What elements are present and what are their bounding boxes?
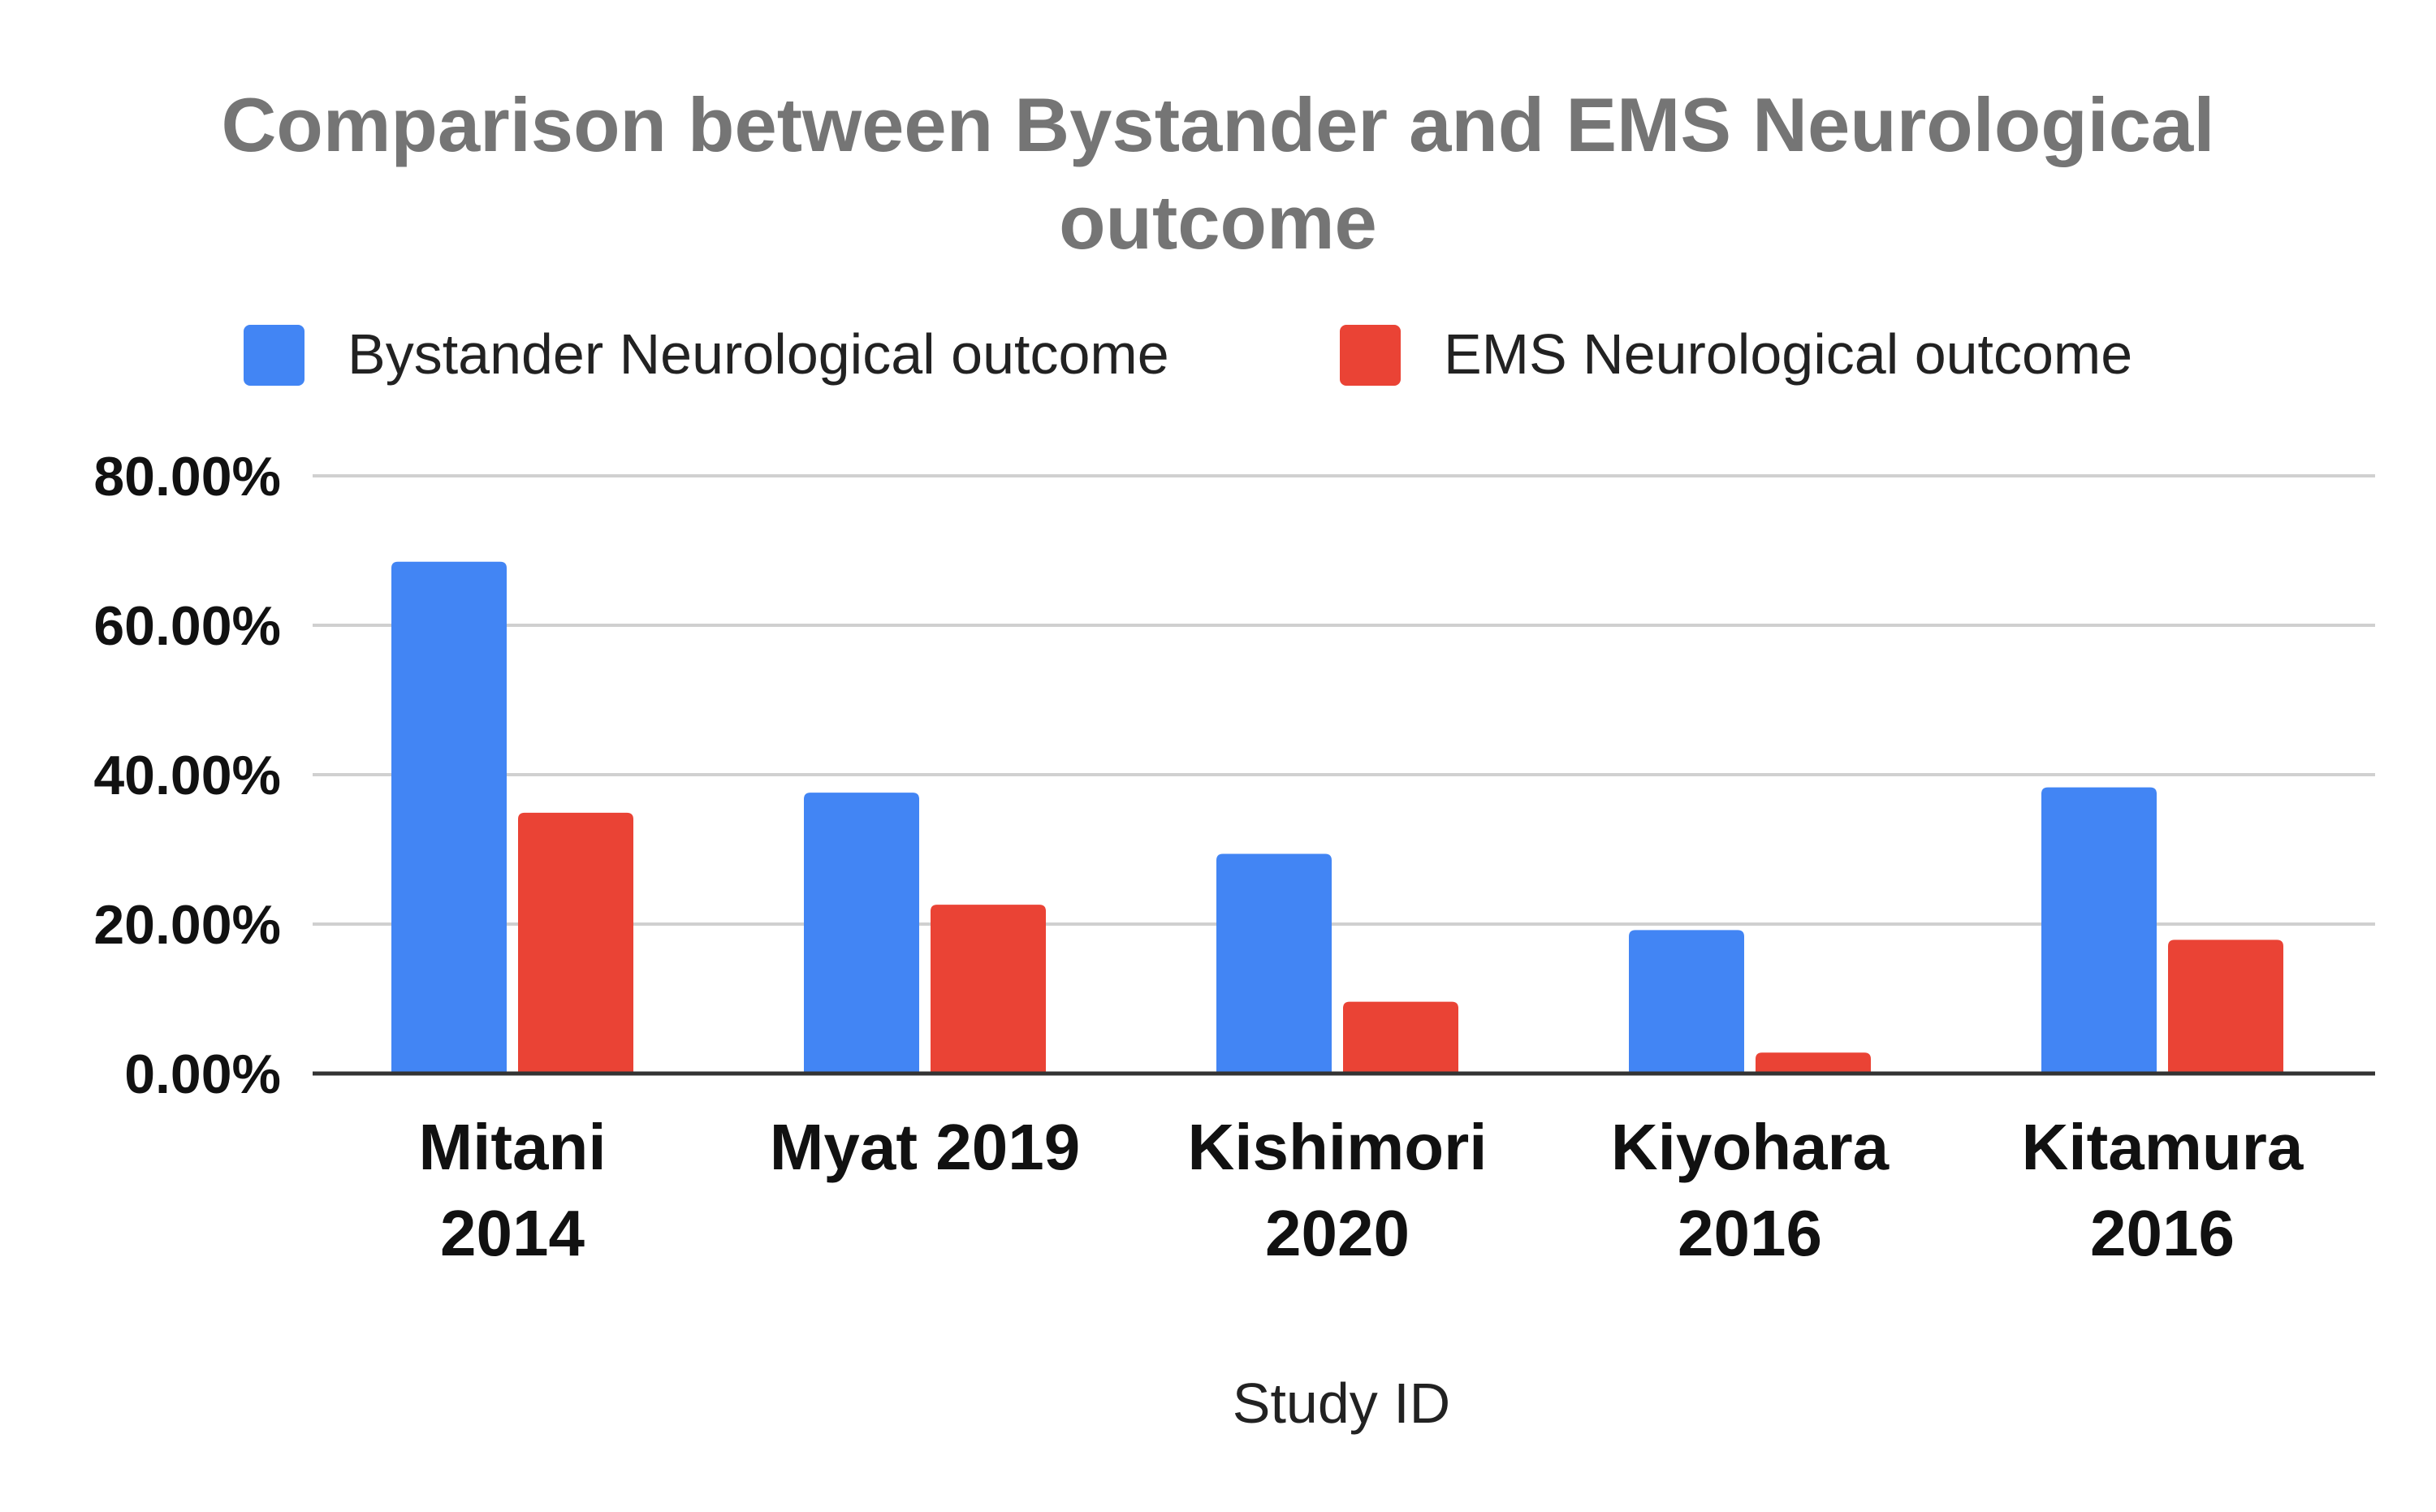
x-tick-label: Kiyohara 2016 xyxy=(1611,1111,1890,1269)
x-tick-label-line: 2016 xyxy=(2090,1197,2235,1269)
bar-ems-0 xyxy=(518,812,633,1074)
x-tick-label-line: 2014 xyxy=(440,1197,585,1269)
bar-bystander-4 xyxy=(2041,787,2157,1074)
y-tick-label: 60.00% xyxy=(93,595,281,657)
y-tick-label: 0.00% xyxy=(124,1043,281,1105)
legend-label-bystander: Bystander Neurological outcome xyxy=(348,322,1169,386)
y-axis-ticks: 0.00% 20.00% 40.00% 60.00% 80.00% xyxy=(93,446,281,1105)
chart-title-line-1: Comparison between Bystander and EMS Neu… xyxy=(222,82,2215,167)
x-tick-label-line: Kiyohara xyxy=(1611,1111,1890,1183)
y-tick-label: 20.00% xyxy=(93,894,281,956)
y-tick-label: 40.00% xyxy=(93,745,281,806)
x-tick-label-line: Kitamura xyxy=(2022,1111,2304,1183)
legend-swatch-ems xyxy=(1340,325,1401,386)
chart-title: Comparison between Bystander and EMS Neu… xyxy=(222,82,2215,265)
x-tick-label-line: 2016 xyxy=(1678,1197,1822,1269)
x-tick-label-line: Myat 2019 xyxy=(770,1111,1080,1183)
legend: Bystander Neurological outcome EMS Neuro… xyxy=(244,322,2132,386)
x-axis-label: Study ID xyxy=(1233,1372,1450,1435)
bar-ems-1 xyxy=(931,905,1046,1074)
x-tick-label: Myat 2019 xyxy=(770,1111,1080,1183)
x-tick-label: Mitani 2014 xyxy=(418,1111,606,1269)
bar-bystander-0 xyxy=(391,561,507,1074)
bar-bystander-1 xyxy=(804,793,919,1074)
bar-ems-3 xyxy=(1756,1052,1871,1074)
bar-bystander-2 xyxy=(1216,853,1332,1074)
x-tick-label: Kitamura 2016 xyxy=(2022,1111,2304,1269)
bar-bystander-3 xyxy=(1629,930,1744,1074)
x-tick-label-line: Kishimori xyxy=(1188,1111,1488,1183)
y-tick-label: 80.00% xyxy=(93,446,281,508)
bar-ems-2 xyxy=(1343,1001,1458,1074)
bars xyxy=(391,561,2283,1074)
chart-title-line-2: outcome xyxy=(1059,179,1377,265)
gridlines xyxy=(313,474,2375,926)
x-axis-ticks: Mitani 2014 Myat 2019 Kishimori 2020 Kiyohara… xyxy=(418,1111,2303,1269)
x-tick-label-line: Mitani xyxy=(418,1111,606,1183)
x-tick-label: Kishimori 2020 xyxy=(1188,1111,1488,1269)
bar-ems-4 xyxy=(2168,940,2283,1074)
x-tick-label-line: 2020 xyxy=(1265,1197,1410,1269)
legend-swatch-bystander xyxy=(244,325,304,386)
legend-label-ems: EMS Neurological outcome xyxy=(1444,322,2132,386)
